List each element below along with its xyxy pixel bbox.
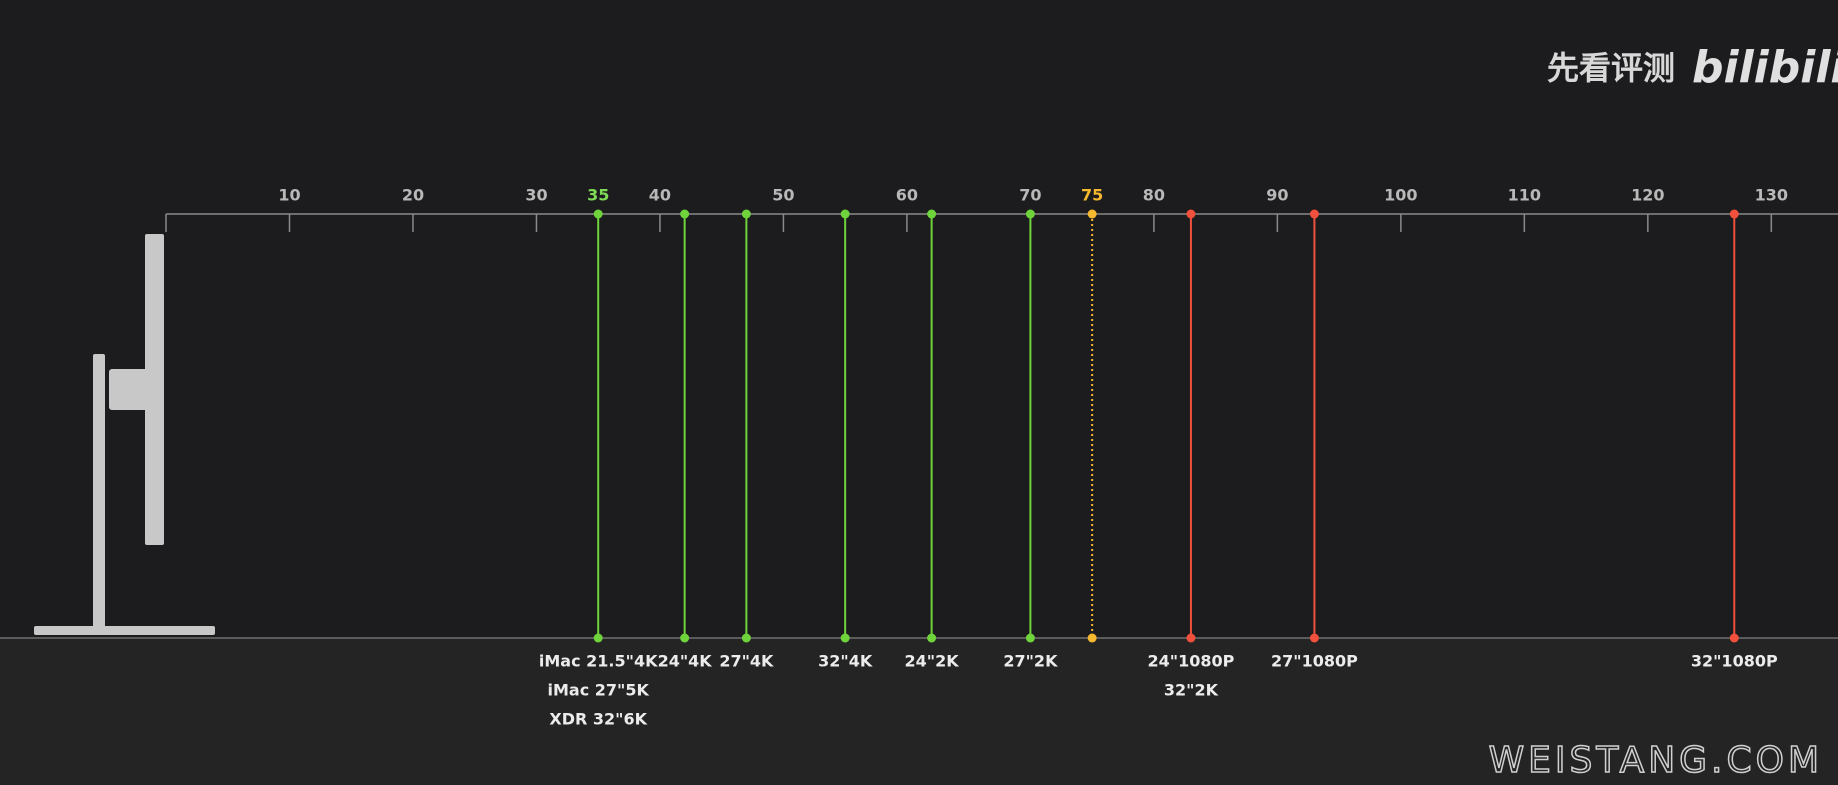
- x-tick-label: 50: [772, 186, 794, 205]
- channel-name: 先看评测: [1547, 49, 1675, 87]
- marker-dot-top: [1186, 209, 1196, 219]
- monitor-label: 24"1080P: [1148, 652, 1235, 671]
- marker-dot-top: [927, 209, 937, 219]
- x-tick-label: 130: [1755, 186, 1788, 205]
- monitor-label: 32"2K: [1164, 681, 1219, 700]
- monitor-label: XDR 32"6K: [549, 710, 647, 729]
- x-tick-label: 120: [1631, 186, 1664, 205]
- x-tick-label: 40: [649, 186, 671, 205]
- marker-dot-top: [593, 209, 603, 219]
- plot-background: [0, 0, 1838, 638]
- x-tick-label: 90: [1266, 186, 1288, 205]
- x-tick-label: 70: [1019, 186, 1041, 205]
- highlight-tick-label: 75: [1081, 186, 1103, 205]
- monitor-label: 24"4K: [658, 652, 713, 671]
- marker-dot-bottom: [680, 633, 690, 643]
- monitor-label: 32"1080P: [1691, 652, 1778, 671]
- x-tick-label: 110: [1508, 186, 1541, 205]
- marker-dot-top: [741, 209, 751, 219]
- highlight-tick-label: 35: [587, 186, 609, 205]
- watermark: WEISTANG.COM: [1489, 740, 1823, 781]
- marker-dot-bottom: [1025, 633, 1035, 643]
- marker-dot-top: [1729, 209, 1739, 219]
- marker-dot-top: [1087, 209, 1097, 219]
- footer-background: [0, 638, 1838, 785]
- marker-dot-bottom: [593, 633, 603, 643]
- monitor-illustration: [34, 234, 215, 635]
- marker-dot-bottom: [1087, 633, 1097, 643]
- x-tick-label: 60: [896, 186, 918, 205]
- monitor-screen: [145, 234, 164, 545]
- monitor-label: 24"2K: [905, 652, 960, 671]
- x-tick-label: 80: [1143, 186, 1165, 205]
- marker-dot-bottom: [1309, 633, 1319, 643]
- monitor-label: 27"1080P: [1271, 652, 1358, 671]
- x-tick-label: 100: [1384, 186, 1417, 205]
- monitor-label: 32"4K: [818, 652, 873, 671]
- marker-dot-bottom: [1186, 633, 1196, 643]
- marker-dot-top: [1025, 209, 1035, 219]
- monitor-label: iMac 27"5K: [548, 681, 650, 700]
- monitor-base: [34, 626, 215, 635]
- marker-dot-top: [840, 209, 850, 219]
- monitor-label: 27"2K: [1003, 652, 1058, 671]
- monitor-stand: [93, 354, 105, 629]
- brand-logo: bilibili: [1692, 42, 1838, 93]
- x-tick-label: 30: [525, 186, 547, 205]
- monitor-label: 27"4K: [719, 652, 774, 671]
- marker-dot-top: [680, 209, 690, 219]
- monitor-label: iMac 21.5"4K: [539, 652, 658, 671]
- marker-dot-top: [1309, 209, 1319, 219]
- marker-dot-bottom: [1729, 633, 1739, 643]
- x-tick-label: 20: [402, 186, 424, 205]
- x-tick-label: 10: [278, 186, 300, 205]
- marker-dot-bottom: [840, 633, 850, 643]
- marker-dot-bottom: [927, 633, 937, 643]
- marker-dot-bottom: [741, 633, 751, 643]
